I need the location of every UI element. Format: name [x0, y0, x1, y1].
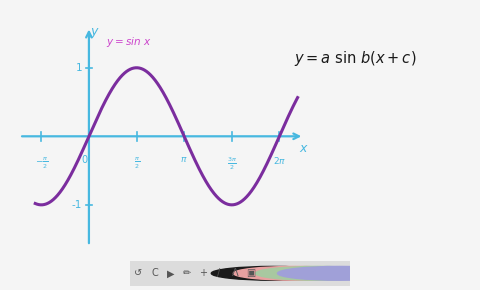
- Text: ▣: ▣: [246, 268, 256, 278]
- Text: ▶: ▶: [167, 268, 174, 278]
- Text: ↺: ↺: [134, 268, 143, 278]
- Text: $\pi$: $\pi$: [180, 155, 188, 164]
- Circle shape: [277, 267, 401, 280]
- Text: $\frac{\pi}{2}$: $\frac{\pi}{2}$: [133, 155, 140, 171]
- Circle shape: [211, 267, 335, 280]
- Text: -1: -1: [72, 200, 82, 210]
- Text: /: /: [217, 268, 220, 278]
- Text: ✏: ✏: [182, 268, 191, 278]
- Text: $y=\mathregular{sin}\ x$: $y=\mathregular{sin}\ x$: [106, 35, 151, 49]
- Text: y: y: [91, 25, 98, 38]
- Text: $-\frac{\pi}{2}$: $-\frac{\pi}{2}$: [35, 155, 48, 171]
- Text: $\frac{3\pi}{2}$: $\frac{3\pi}{2}$: [227, 155, 237, 172]
- Text: $2\pi$: $2\pi$: [273, 155, 286, 166]
- Text: 1: 1: [76, 63, 82, 73]
- Text: 0: 0: [81, 155, 87, 166]
- Text: Λ: Λ: [232, 268, 238, 278]
- Text: $y = a\ \mathregular{sin}\ b(x+c)$: $y = a\ \mathregular{sin}\ b(x+c)$: [294, 48, 417, 68]
- Text: x: x: [299, 142, 306, 155]
- Circle shape: [255, 267, 379, 280]
- Text: C: C: [151, 268, 158, 278]
- Circle shape: [233, 267, 357, 280]
- Text: +: +: [199, 268, 207, 278]
